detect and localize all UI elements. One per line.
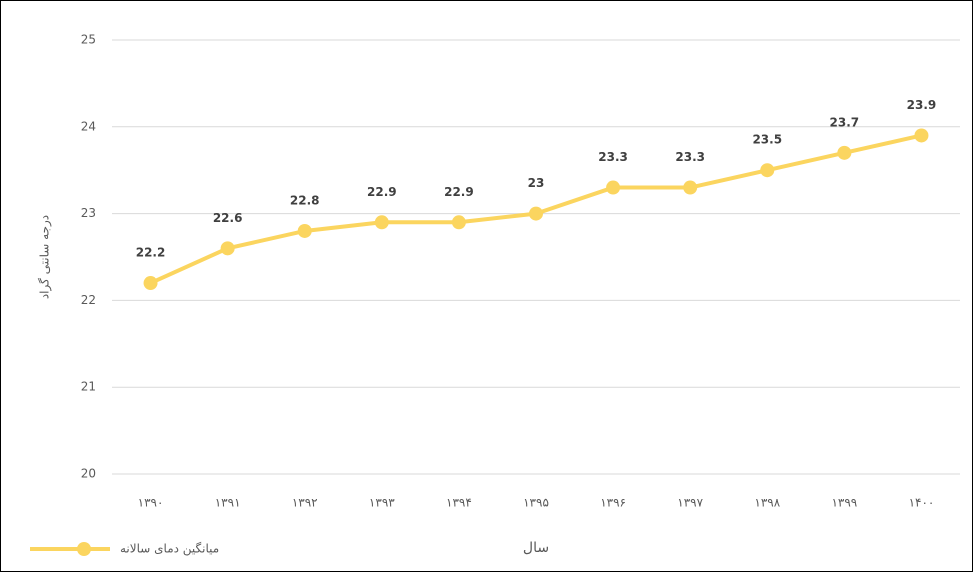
legend-marker bbox=[77, 542, 91, 556]
y-tick-label: 24 bbox=[81, 119, 96, 133]
x-tick-label: ۱۳۹۱ bbox=[215, 496, 241, 510]
y-axis-label: درجه سانتی گراد bbox=[38, 215, 53, 299]
x-tick-label: ۱۳۹۲ bbox=[292, 496, 318, 510]
marker bbox=[374, 215, 389, 230]
y-tick-label: 23 bbox=[81, 206, 96, 220]
x-tick-label: ۱۳۹۴ bbox=[446, 496, 472, 510]
x-tick-label: ۱۴۰۰ bbox=[909, 496, 935, 510]
marker bbox=[451, 215, 466, 230]
y-tick-label: 25 bbox=[81, 33, 96, 47]
data-label: 22.9 bbox=[444, 185, 474, 199]
marker bbox=[529, 206, 543, 221]
marker bbox=[683, 180, 698, 195]
data-label: 23.3 bbox=[598, 150, 628, 164]
y-tick-label: 20 bbox=[81, 467, 96, 481]
data-label: 22.2 bbox=[136, 246, 166, 260]
data-label: 22.8 bbox=[290, 193, 320, 207]
data-label: 23 bbox=[528, 176, 545, 190]
data-label: 22.6 bbox=[213, 211, 243, 225]
x-tick-label: ۱۳۹۳ bbox=[369, 496, 395, 510]
x-tick-label: ۱۳۹۸ bbox=[754, 496, 780, 510]
marker bbox=[297, 223, 312, 238]
marker bbox=[606, 180, 621, 195]
y-tick-label: 22 bbox=[81, 293, 96, 307]
x-tick-label: ۱۳۹۵ bbox=[523, 496, 549, 510]
legend-label: میانگین دمای سالانه bbox=[120, 542, 219, 557]
x-tick-label: ۱۳۹۰ bbox=[138, 496, 164, 510]
x-tick-label: ۱۳۹۹ bbox=[831, 496, 857, 510]
marker bbox=[760, 163, 775, 178]
x-axis-label: سال bbox=[523, 540, 549, 556]
marker bbox=[143, 276, 158, 291]
y-tick-label: 21 bbox=[81, 380, 96, 394]
data-label: 23.3 bbox=[675, 150, 705, 164]
marker bbox=[837, 145, 852, 160]
data-label: 23.7 bbox=[830, 115, 860, 129]
data-label: 23.5 bbox=[752, 133, 782, 147]
x-tick-label: ۱۳۹۷ bbox=[677, 496, 703, 510]
x-tick-label: ۱۳۹۶ bbox=[600, 496, 626, 510]
marker bbox=[914, 128, 929, 143]
data-label: 22.9 bbox=[367, 185, 397, 199]
marker bbox=[220, 241, 235, 256]
data-label: 23.9 bbox=[907, 98, 937, 112]
